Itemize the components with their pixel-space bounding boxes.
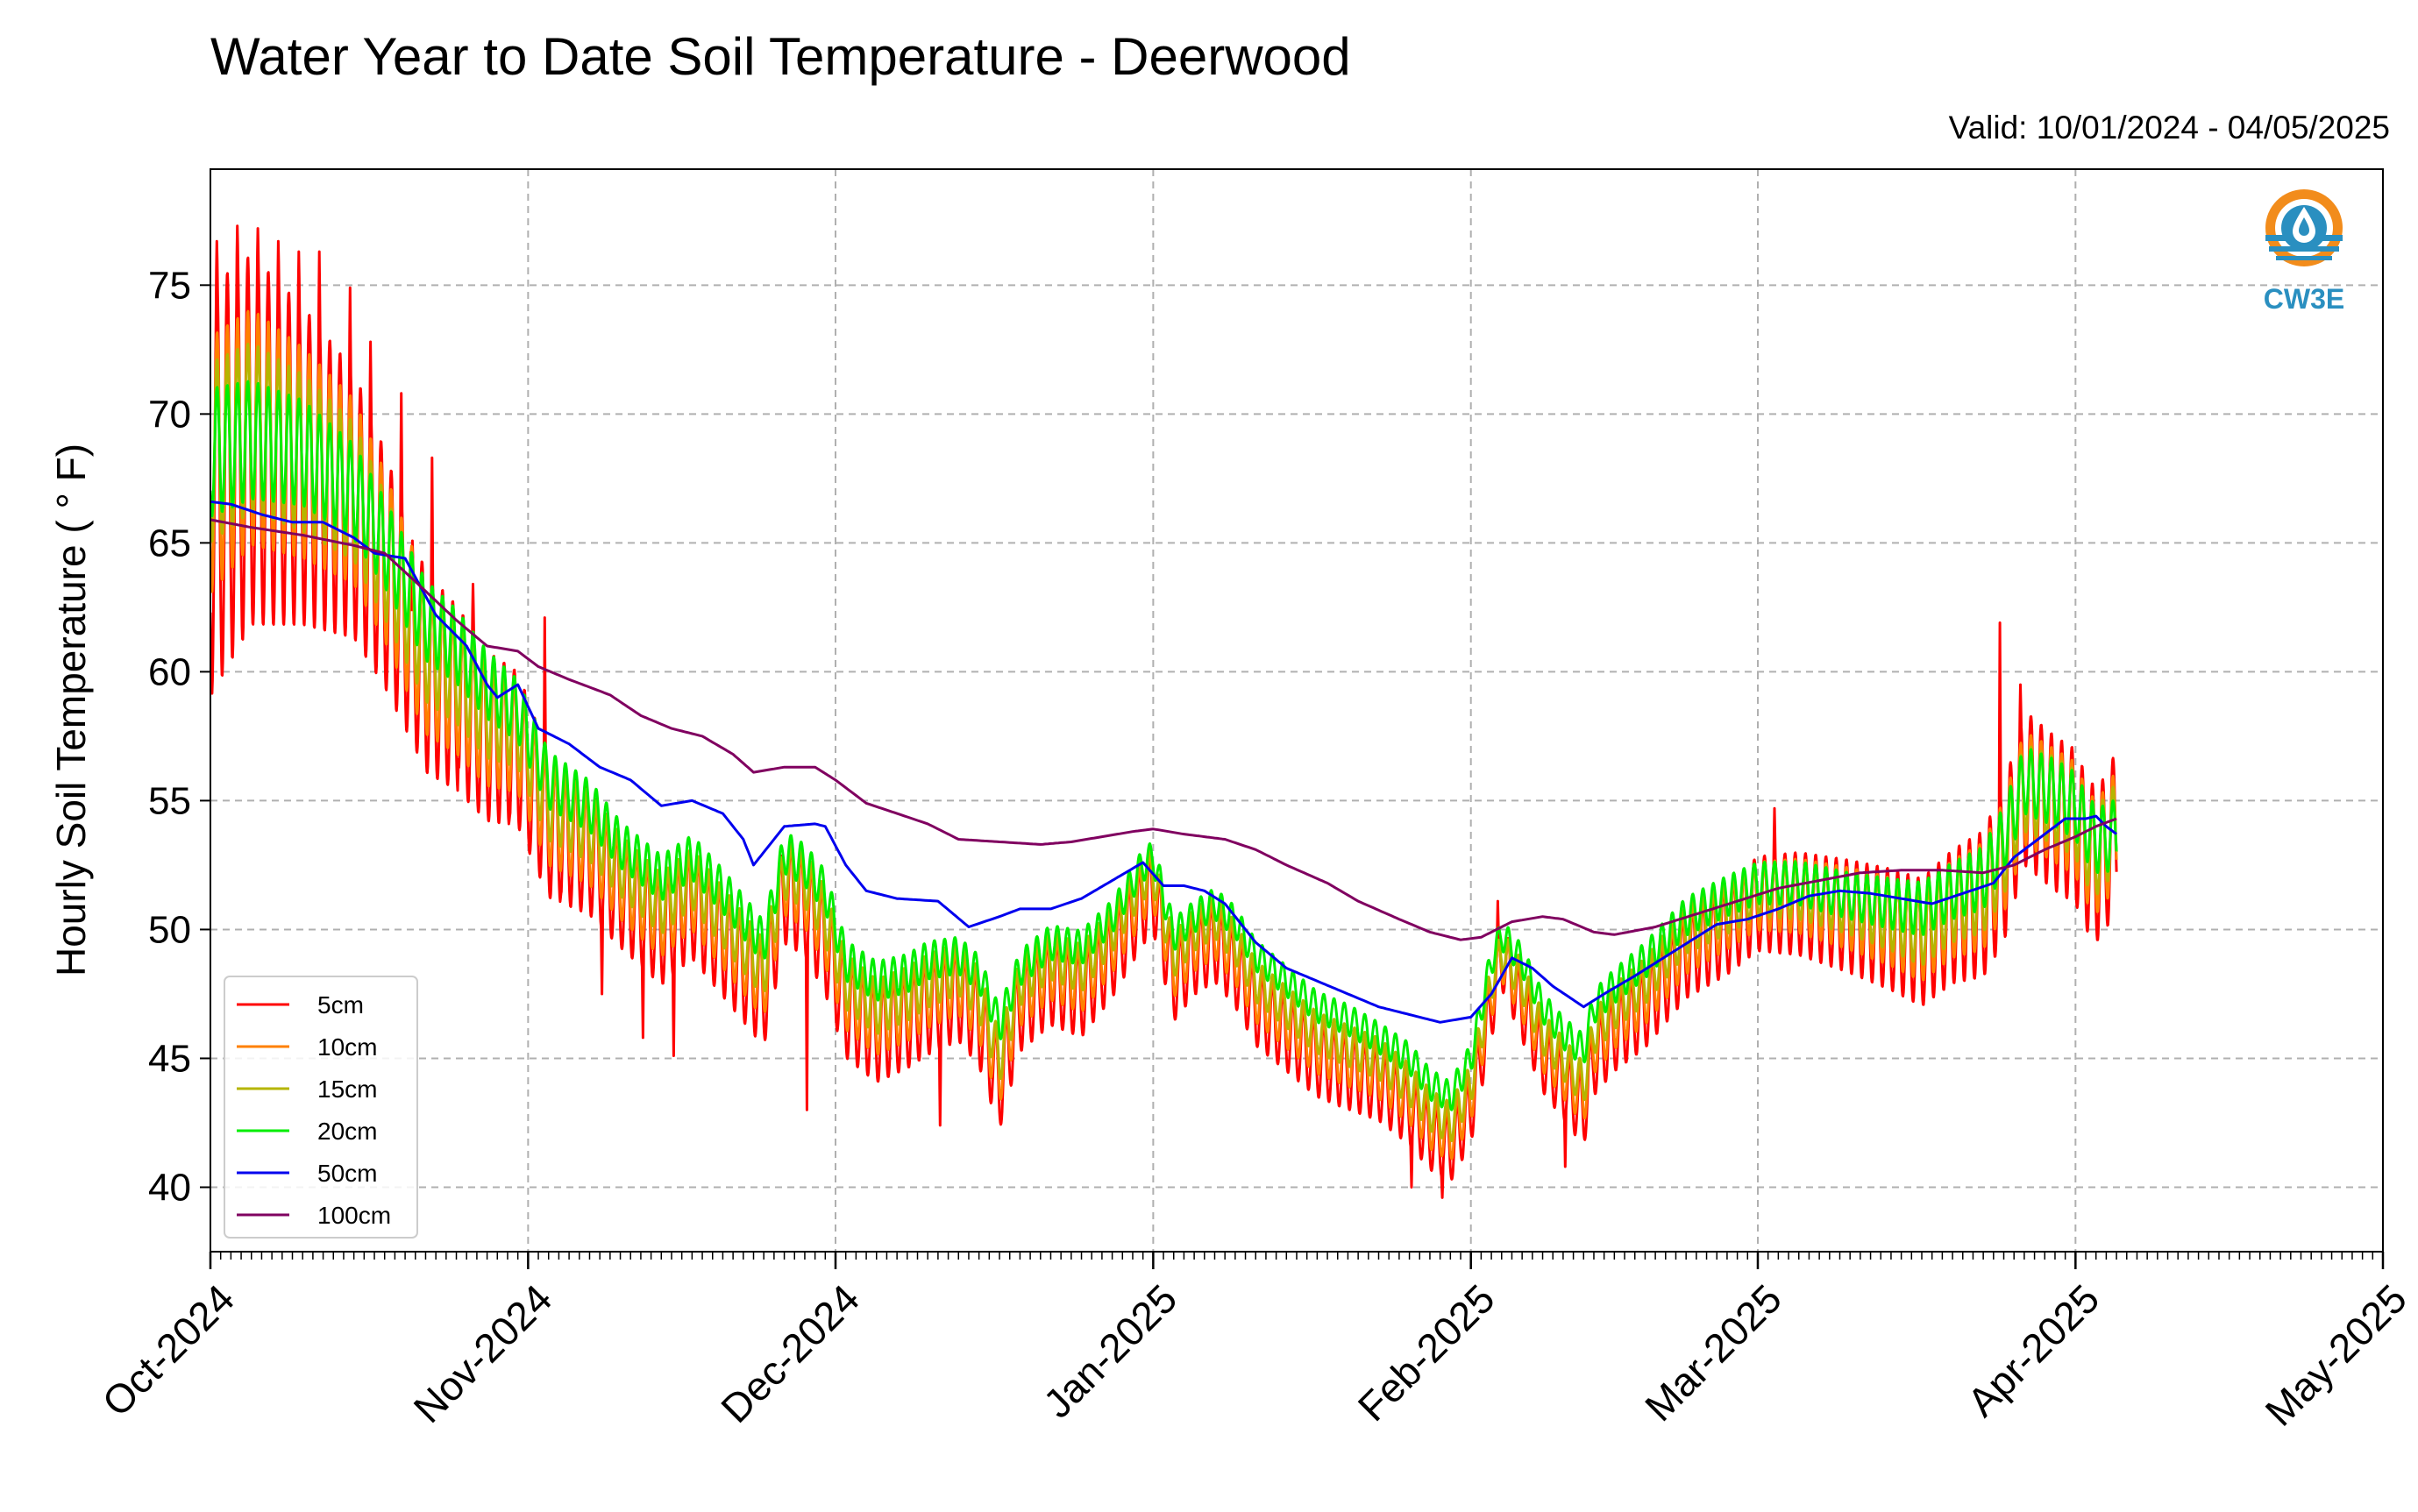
x-tick-label: Jan-2025 (1035, 1275, 1185, 1426)
y-tick-label: 65 (148, 522, 191, 564)
series-line-100cm (210, 518, 2117, 941)
legend-label-5cm: 5cm (317, 991, 364, 1019)
legend-items: 5cm 10cm 15cm 20cm 50cm 100cm (237, 991, 391, 1229)
x-tick-label: Apr-2025 (1959, 1275, 2109, 1425)
cw3e-logo-text: CW3E (2264, 283, 2344, 315)
cw3e-logo-icon (2265, 189, 2343, 266)
legend-label-100cm: 100cm (317, 1202, 391, 1229)
legend-label-10cm: 10cm (317, 1033, 377, 1061)
y-tick-label: 70 (148, 393, 191, 436)
y-tick-label: 55 (148, 779, 191, 822)
legend-label-50cm: 50cm (317, 1160, 377, 1187)
x-tick-label: May-2025 (2257, 1275, 2415, 1434)
legend: 5cm 10cm 15cm 20cm 50cm 100cm (224, 976, 418, 1239)
y-tick-label: 45 (148, 1037, 191, 1080)
series-layer (210, 224, 2118, 1199)
y-axis-label: Hourly Soil Temperature ( ° F) (48, 444, 94, 976)
y-tick-label: 60 (148, 650, 191, 693)
series-line-20cm (210, 380, 2118, 1111)
y-tick-label: 40 (148, 1166, 191, 1209)
chart-title: Water Year to Date Soil Temperature - De… (210, 27, 1351, 86)
x-tick-label: Feb-2025 (1349, 1275, 1504, 1430)
y-tick-label: 75 (148, 264, 191, 307)
x-tick-label: Mar-2025 (1636, 1275, 1790, 1430)
x-tick-label: Dec-2024 (712, 1275, 868, 1431)
legend-label-15cm: 15cm (317, 1075, 377, 1103)
x-tick-label: Oct-2024 (93, 1275, 243, 1425)
grid-layer (210, 169, 2383, 1252)
cw3e-logo: CW3E (2264, 189, 2344, 315)
plot-frame (210, 168, 2384, 1253)
legend-label-20cm: 20cm (317, 1118, 377, 1145)
series-line-15cm (210, 343, 2118, 1142)
series-line-50cm (210, 500, 2118, 1024)
x-tick-label: Nov-2024 (405, 1275, 561, 1431)
y-tick-label: 50 (148, 908, 191, 951)
valid-date-range: Valid: 10/01/2024 - 04/05/2025 (1948, 110, 2390, 146)
